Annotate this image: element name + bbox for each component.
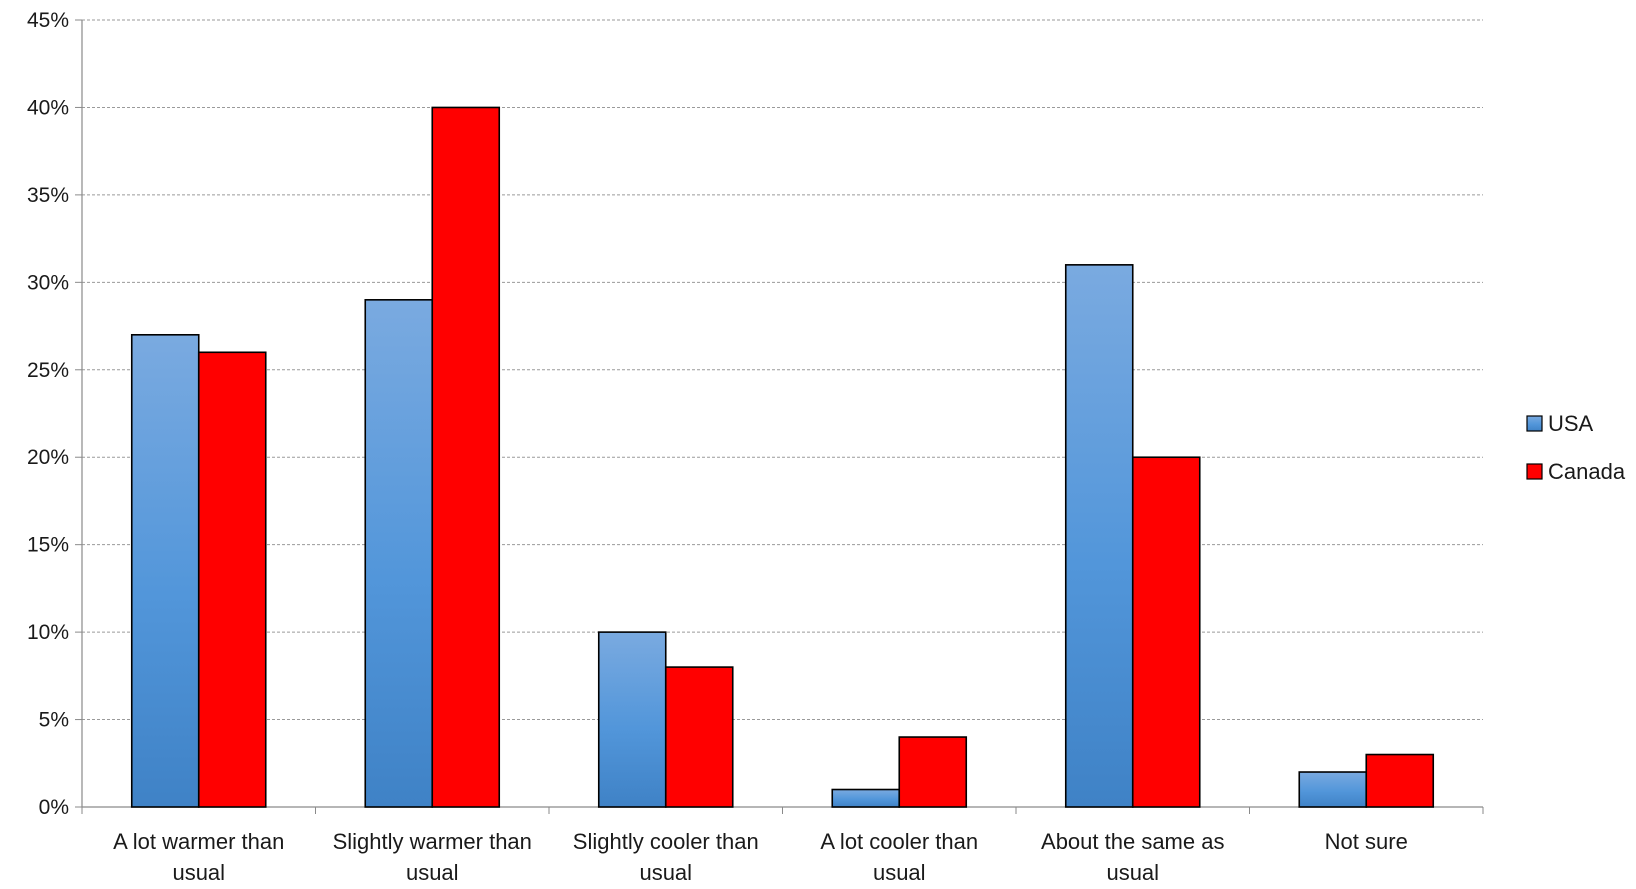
legend-label-canada: Canada (1548, 459, 1626, 484)
bar-usa (132, 335, 199, 807)
bar-canada (1133, 457, 1200, 807)
bar-usa (1299, 772, 1366, 807)
bar-usa (832, 790, 899, 807)
gridlines (82, 20, 1483, 720)
y-tick-label: 45% (27, 9, 69, 32)
x-tick-label: A lot cooler than usual (820, 829, 978, 884)
bar-canada (432, 107, 499, 807)
bar-canada (199, 352, 266, 807)
x-tick-label: About the same as usual (1041, 829, 1224, 884)
legend-swatch-usa (1527, 416, 1542, 431)
bar-usa (365, 300, 432, 807)
legend-label-usa: USA (1548, 411, 1594, 436)
x-tick-label: Slightly warmer than usual (333, 829, 532, 884)
y-tick-label: 40% (27, 96, 69, 119)
legend: USA Canada (1527, 411, 1626, 484)
y-tick-label: 30% (27, 271, 69, 294)
y-tick-label: 0% (39, 796, 69, 819)
x-tick-label: A lot warmer than usual (113, 829, 284, 884)
x-tick-label: Slightly cooler than usual (573, 829, 759, 884)
bar-canada (1366, 755, 1433, 807)
bar-usa (599, 632, 666, 807)
bar-usa (1066, 265, 1133, 807)
y-tick-label: 15% (27, 534, 69, 557)
y-tick-label: 25% (27, 359, 69, 382)
bar-canada (899, 737, 966, 807)
y-tick-label: 5% (39, 709, 69, 732)
y-tick-label: 10% (27, 621, 69, 644)
y-tick-label: 35% (27, 184, 69, 207)
axes (75, 20, 1483, 814)
y-tick-label: 20% (27, 446, 69, 469)
x-tick-label: Not sure (1325, 829, 1408, 854)
bar-canada (666, 667, 733, 807)
legend-swatch-canada (1527, 464, 1542, 479)
